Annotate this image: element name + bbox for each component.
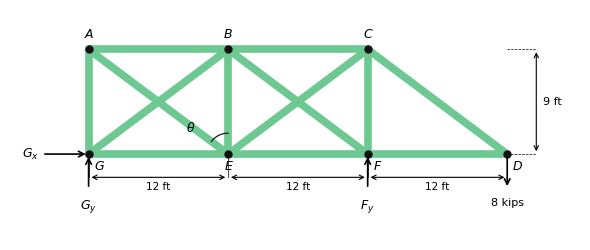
Text: $\theta$: $\theta$	[186, 122, 196, 136]
Text: F: F	[373, 160, 381, 173]
Text: D: D	[513, 160, 523, 173]
Text: $F_y$: $F_y$	[360, 198, 375, 215]
Text: $G_y$: $G_y$	[80, 198, 97, 215]
Text: A: A	[84, 28, 93, 41]
Text: G: G	[94, 160, 104, 173]
Text: $G_x$: $G_x$	[22, 146, 39, 162]
Text: 12 ft: 12 ft	[146, 182, 171, 192]
Text: 8 kips: 8 kips	[491, 198, 524, 208]
Text: E: E	[224, 160, 232, 173]
Text: C: C	[363, 28, 372, 41]
Text: 9 ft: 9 ft	[543, 97, 562, 107]
Text: 12 ft: 12 ft	[425, 182, 450, 192]
Text: 12 ft: 12 ft	[286, 182, 310, 192]
Text: B: B	[224, 28, 232, 41]
